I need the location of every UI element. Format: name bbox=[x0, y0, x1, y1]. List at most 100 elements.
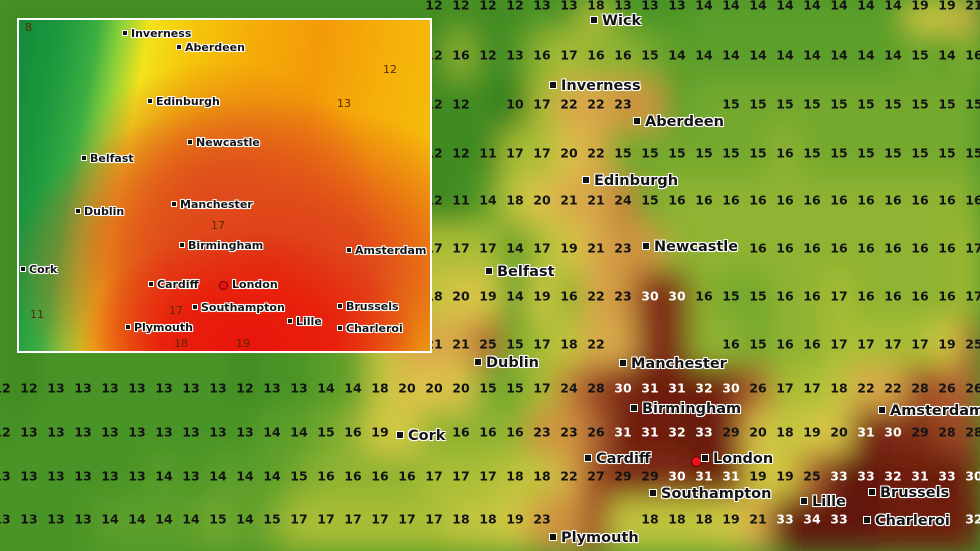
temperature-value: 17 bbox=[452, 469, 469, 484]
temperature-cell bbox=[0, 30, 16, 81]
temperature-cell bbox=[960, 79, 980, 130]
inset-city-dublin: Dublin bbox=[75, 206, 124, 217]
temperature-value: 19 bbox=[911, 0, 928, 13]
temperature-cell bbox=[690, 272, 718, 321]
temperature-cell bbox=[285, 454, 313, 499]
temperature-value: 27 bbox=[587, 469, 604, 484]
temperature-value: 15 bbox=[695, 146, 712, 161]
temperature-cell bbox=[204, 366, 232, 411]
temperature-value: 13 bbox=[47, 381, 64, 396]
temperature-cell bbox=[825, 128, 853, 178]
temperature-cell bbox=[312, 454, 340, 499]
temperature-value: 21 bbox=[587, 193, 604, 208]
temperature-cell bbox=[852, 176, 880, 225]
temperature-value: 15 bbox=[965, 146, 980, 161]
temperature-cell bbox=[474, 128, 502, 178]
temperature-cell bbox=[0, 410, 16, 455]
city-label: Southampton bbox=[201, 301, 285, 314]
temperature-value: 13 bbox=[533, 0, 550, 13]
temperature-value: 15 bbox=[614, 146, 631, 161]
city-marker-icon bbox=[396, 431, 404, 439]
temperature-value: 13 bbox=[101, 425, 118, 440]
temperature-value: 13 bbox=[0, 512, 11, 527]
temperature-cell bbox=[231, 497, 259, 551]
city-label: London bbox=[713, 451, 774, 467]
temperature-value: 17 bbox=[803, 381, 820, 396]
temperature-cell bbox=[636, 0, 664, 31]
temperature-cell bbox=[933, 79, 961, 130]
temperature-cell bbox=[933, 0, 961, 31]
temperature-cell bbox=[123, 366, 151, 411]
temperature-value: 14 bbox=[290, 425, 308, 440]
temperature-cell bbox=[960, 272, 980, 321]
temperature-cell bbox=[393, 497, 421, 551]
temperature-value: 13 bbox=[155, 381, 172, 396]
temperature-value: 22 bbox=[587, 289, 604, 304]
temperature-value: 16 bbox=[479, 425, 497, 440]
temperature-cell bbox=[636, 320, 664, 367]
temperature-value: 15 bbox=[641, 146, 658, 161]
temperature-cell bbox=[879, 272, 907, 321]
temperature-value: 21 bbox=[452, 337, 469, 352]
temperature-value: 12 bbox=[452, 146, 469, 161]
temperature-value: 14 bbox=[857, 48, 875, 63]
temperature-value: 15 bbox=[830, 97, 847, 112]
temperature-cell bbox=[933, 454, 961, 499]
temperature-value: 13 bbox=[560, 0, 577, 13]
city-label: Manchester bbox=[631, 356, 727, 372]
temperature-cell bbox=[0, 176, 16, 225]
inset-city-aberdeen: Aberdeen bbox=[176, 42, 245, 53]
inset-city-london: London bbox=[232, 279, 278, 290]
temperature-cell bbox=[798, 320, 826, 367]
city-lille: Lille bbox=[800, 495, 846, 510]
temperature-cell bbox=[366, 366, 394, 411]
temperature-value: 14 bbox=[236, 512, 254, 527]
temperature-value: 13 bbox=[20, 469, 37, 484]
temperature-cell bbox=[0, 0, 16, 31]
temperature-value: 17 bbox=[506, 146, 523, 161]
temperature-cell bbox=[0, 128, 16, 178]
city-belfast: Belfast bbox=[485, 265, 555, 280]
temperature-cell bbox=[231, 410, 259, 455]
temperature-value: 13 bbox=[155, 425, 172, 440]
temperature-value: 15 bbox=[749, 97, 766, 112]
temperature-value: 26 bbox=[587, 425, 605, 440]
temperature-value: 12 bbox=[236, 381, 253, 396]
temperature-value: 33 bbox=[776, 512, 793, 527]
temperature-cell bbox=[744, 224, 772, 273]
temperature-value: 14 bbox=[749, 0, 767, 13]
temperature-value: 22 bbox=[560, 97, 577, 112]
inset-city-manchester: Manchester bbox=[171, 199, 253, 210]
temperature-cell bbox=[312, 497, 340, 551]
temperature-cell bbox=[258, 410, 286, 455]
temperature-cell bbox=[312, 410, 340, 455]
temperature-cell bbox=[501, 320, 529, 367]
temperature-value: 13 bbox=[74, 381, 91, 396]
temperature-cell bbox=[312, 366, 340, 411]
temperature-cell bbox=[879, 128, 907, 178]
temperature-value: 16 bbox=[911, 289, 929, 304]
temperature-value: 13 bbox=[668, 0, 685, 13]
city-marker-icon bbox=[649, 489, 657, 497]
temperature-value: 15 bbox=[911, 97, 928, 112]
temperature-cell bbox=[636, 30, 664, 81]
temperature-cell bbox=[906, 30, 934, 81]
contour-label: 12 bbox=[383, 63, 397, 76]
temperature-cell bbox=[123, 497, 151, 551]
temperature-value: 18 bbox=[830, 381, 847, 396]
city-birmingham: Birmingham bbox=[630, 402, 741, 417]
temperature-value: 14 bbox=[317, 381, 335, 396]
temperature-cell bbox=[555, 320, 583, 367]
temperature-value: 15 bbox=[938, 146, 955, 161]
temperature-value: 16 bbox=[965, 48, 980, 63]
temperature-cell bbox=[339, 410, 367, 455]
temperature-value: 19 bbox=[479, 289, 496, 304]
temperature-cell bbox=[690, 128, 718, 178]
temperature-value: 16 bbox=[830, 241, 848, 256]
temperature-value: 13 bbox=[506, 48, 523, 63]
temperature-cell bbox=[690, 30, 718, 81]
city-amsterdam: Amsterdam bbox=[878, 404, 980, 419]
city-marker-icon bbox=[582, 176, 590, 184]
temperature-cell bbox=[501, 272, 529, 321]
temperature-value: 22 bbox=[587, 337, 604, 352]
